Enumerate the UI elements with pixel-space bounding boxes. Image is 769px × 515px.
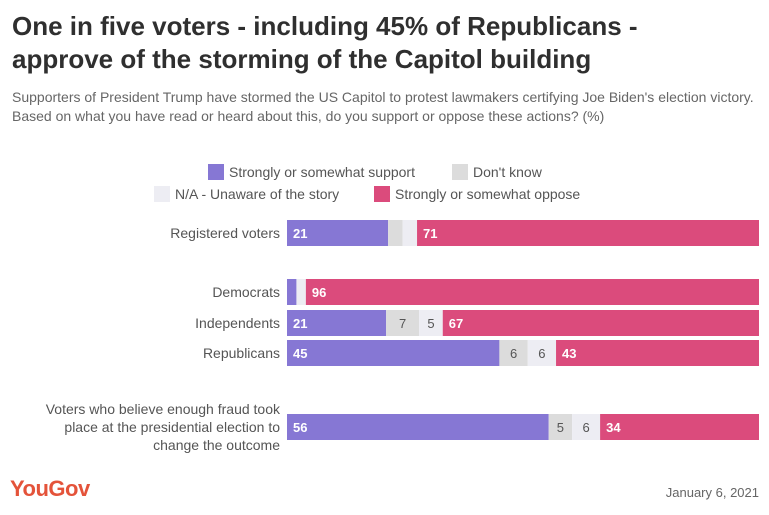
bar-segment-dont-know xyxy=(388,220,403,246)
bar-segment-oppose xyxy=(556,340,759,366)
legend-item-support: Strongly or somewhat support xyxy=(208,164,415,180)
bar-segment-support xyxy=(287,279,297,305)
yougov-logo: YouGov xyxy=(10,476,90,501)
bar-segment-na xyxy=(419,310,443,336)
data-label: 96 xyxy=(312,285,326,300)
row-label-line: change the outcome xyxy=(153,437,280,453)
bar-segment-oppose xyxy=(417,220,759,246)
legend-label-oppose: Strongly or somewhat oppose xyxy=(395,186,581,202)
data-label: 56 xyxy=(293,420,307,435)
bar-segment-support xyxy=(287,414,549,440)
legend-swatch-dont-know xyxy=(452,164,468,180)
bar-segment-na xyxy=(572,414,601,440)
row-label-line: Democrats xyxy=(212,284,280,300)
bar-segment-support xyxy=(287,340,500,366)
data-label: 67 xyxy=(449,316,463,331)
bar-segment-na xyxy=(296,279,306,305)
row-label-line: Republicans xyxy=(202,345,280,361)
publication-date: January 6, 2021 xyxy=(665,485,759,500)
data-label: 21 xyxy=(293,226,307,241)
row-label: Independents xyxy=(195,314,280,332)
row-label: Democrats xyxy=(212,283,280,301)
legend-label-dont-know: Don't know xyxy=(473,164,542,180)
bar-segment-na xyxy=(402,220,418,246)
legend-swatch-oppose xyxy=(374,186,390,202)
row-label-line: place at the presidential election to xyxy=(64,419,280,435)
row-label: Voters who believe enough fraud took plac… xyxy=(46,400,280,454)
legend-item-oppose: Strongly or somewhat oppose xyxy=(374,186,580,202)
bar-segment-support xyxy=(287,310,387,336)
data-label: 5 xyxy=(427,316,434,331)
data-label: 21 xyxy=(293,316,307,331)
bar-segment-oppose xyxy=(442,310,759,336)
bar-segment-dont-know xyxy=(499,340,528,366)
legend-swatch-na xyxy=(154,186,170,202)
legend-item-na: N/A - Unaware of the story xyxy=(154,186,339,202)
bar-segment-oppose xyxy=(600,414,759,440)
row-label-line: Voters who believe enough fraud took xyxy=(45,401,280,417)
bar-segment-dont-know xyxy=(386,310,420,336)
bar-segment-oppose xyxy=(305,279,759,305)
data-label: 34 xyxy=(606,420,621,435)
row-label-line: Independents xyxy=(195,315,280,331)
bar-segment-dont-know xyxy=(548,414,573,440)
data-label: 7 xyxy=(399,316,406,331)
data-label: 43 xyxy=(562,346,576,361)
data-label: 6 xyxy=(582,420,589,435)
data-label: 6 xyxy=(510,346,517,361)
chart-title: One in five voters - including 45% of Re… xyxy=(12,10,757,76)
bar-segment-support xyxy=(287,220,389,246)
row-label-line: Registered voters xyxy=(170,225,280,241)
legend-label-support: Strongly or somewhat support xyxy=(229,164,415,180)
data-label: 45 xyxy=(293,346,307,361)
row-label: Republicans xyxy=(203,344,280,362)
bar-segment-na xyxy=(527,340,557,366)
legend-item-dont-know: Don't know xyxy=(452,164,542,180)
title-line-1: One in five voters - including 45% of Re… xyxy=(12,11,638,41)
title-line-2: approve of the storming of the Capitol b… xyxy=(12,44,592,74)
chart-subtitle: Supporters of President Trump have storm… xyxy=(12,89,754,124)
data-label: 5 xyxy=(557,420,564,435)
row-label: Registered voters xyxy=(170,224,280,242)
data-label: 6 xyxy=(538,346,545,361)
data-label: 71 xyxy=(423,226,437,241)
legend-label-na: N/A - Unaware of the story xyxy=(175,186,340,202)
legend-swatch-support xyxy=(208,164,224,180)
